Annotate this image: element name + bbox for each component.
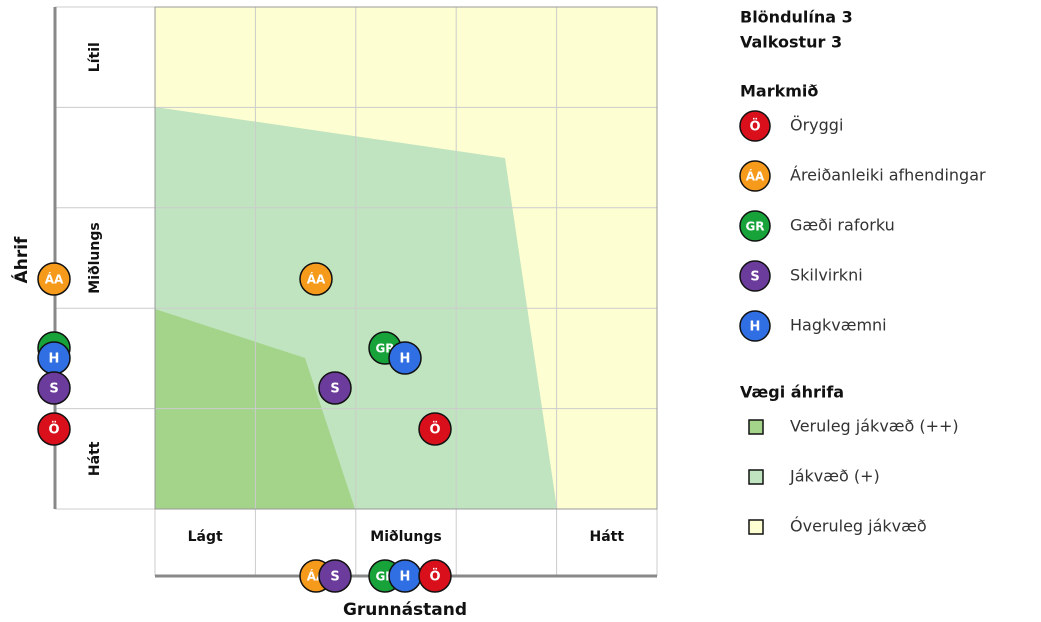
marker-code: H xyxy=(400,352,411,367)
goal-marker xyxy=(37,412,71,446)
legend-title: Vægi áhrifa xyxy=(740,383,844,402)
column-label: Hátt xyxy=(590,529,625,545)
goal-marker xyxy=(299,262,333,296)
row-label: Miðlungs xyxy=(87,222,103,293)
goal-marker xyxy=(739,160,771,192)
legend-title: Markmið xyxy=(740,82,818,101)
goal-marker xyxy=(739,110,771,142)
goal-marker xyxy=(418,559,452,593)
marker-code: Ö xyxy=(749,119,760,135)
marker-code: ÁA xyxy=(307,272,326,287)
x-axis-title: Grunnástand xyxy=(343,600,467,620)
marker-code: S xyxy=(750,270,759,285)
title: Blöndulína 3 xyxy=(740,8,853,27)
marker-code: S xyxy=(330,570,339,585)
marker-code: ÁA xyxy=(746,169,765,184)
goal-marker xyxy=(388,341,422,375)
marker-code: H xyxy=(750,320,761,335)
marker-code: H xyxy=(400,570,411,585)
column-label: Miðlungs xyxy=(370,529,441,545)
marker-code: S xyxy=(330,382,339,397)
goal-marker xyxy=(739,310,771,342)
goal-marker xyxy=(418,412,452,446)
column-label: Lágt xyxy=(188,529,223,545)
legend-label: Gæði raforku xyxy=(790,216,895,235)
legend-label: Óveruleg jákvæð xyxy=(790,517,927,536)
legend-swatch xyxy=(748,419,764,435)
legend-label: Veruleg jákvæð (++) xyxy=(790,417,959,436)
goal-marker xyxy=(37,371,71,405)
goal-marker xyxy=(318,371,352,405)
legend-label: Hagkvæmni xyxy=(790,316,887,335)
grid-border xyxy=(154,6,658,510)
marker-code: H xyxy=(49,352,60,367)
goal-marker xyxy=(739,210,771,242)
marker-code: Ö xyxy=(48,422,59,438)
marker-code: Ö xyxy=(429,422,440,438)
goal-marker xyxy=(37,262,71,296)
legend-label: Skilvirkni xyxy=(790,266,863,285)
legend-swatch xyxy=(748,469,764,485)
row-label: Hátt xyxy=(87,441,103,476)
legend-swatch xyxy=(748,519,764,535)
legend-label: Öryggi xyxy=(790,116,843,135)
legend-label: Jákvæð (+) xyxy=(789,467,880,486)
marker-code: S xyxy=(49,382,58,397)
y-axis-title: Áhrif xyxy=(10,236,32,283)
legend-label: Áreiðanleiki afhendingar xyxy=(790,166,986,185)
goal-marker xyxy=(739,260,771,292)
title: Valkostur 3 xyxy=(740,33,842,52)
row-label: Lítil xyxy=(87,42,103,72)
marker-code: GR xyxy=(745,220,764,234)
goal-marker xyxy=(318,559,352,593)
marker-code: ÁA xyxy=(45,272,64,287)
marker-code: Ö xyxy=(429,569,440,585)
